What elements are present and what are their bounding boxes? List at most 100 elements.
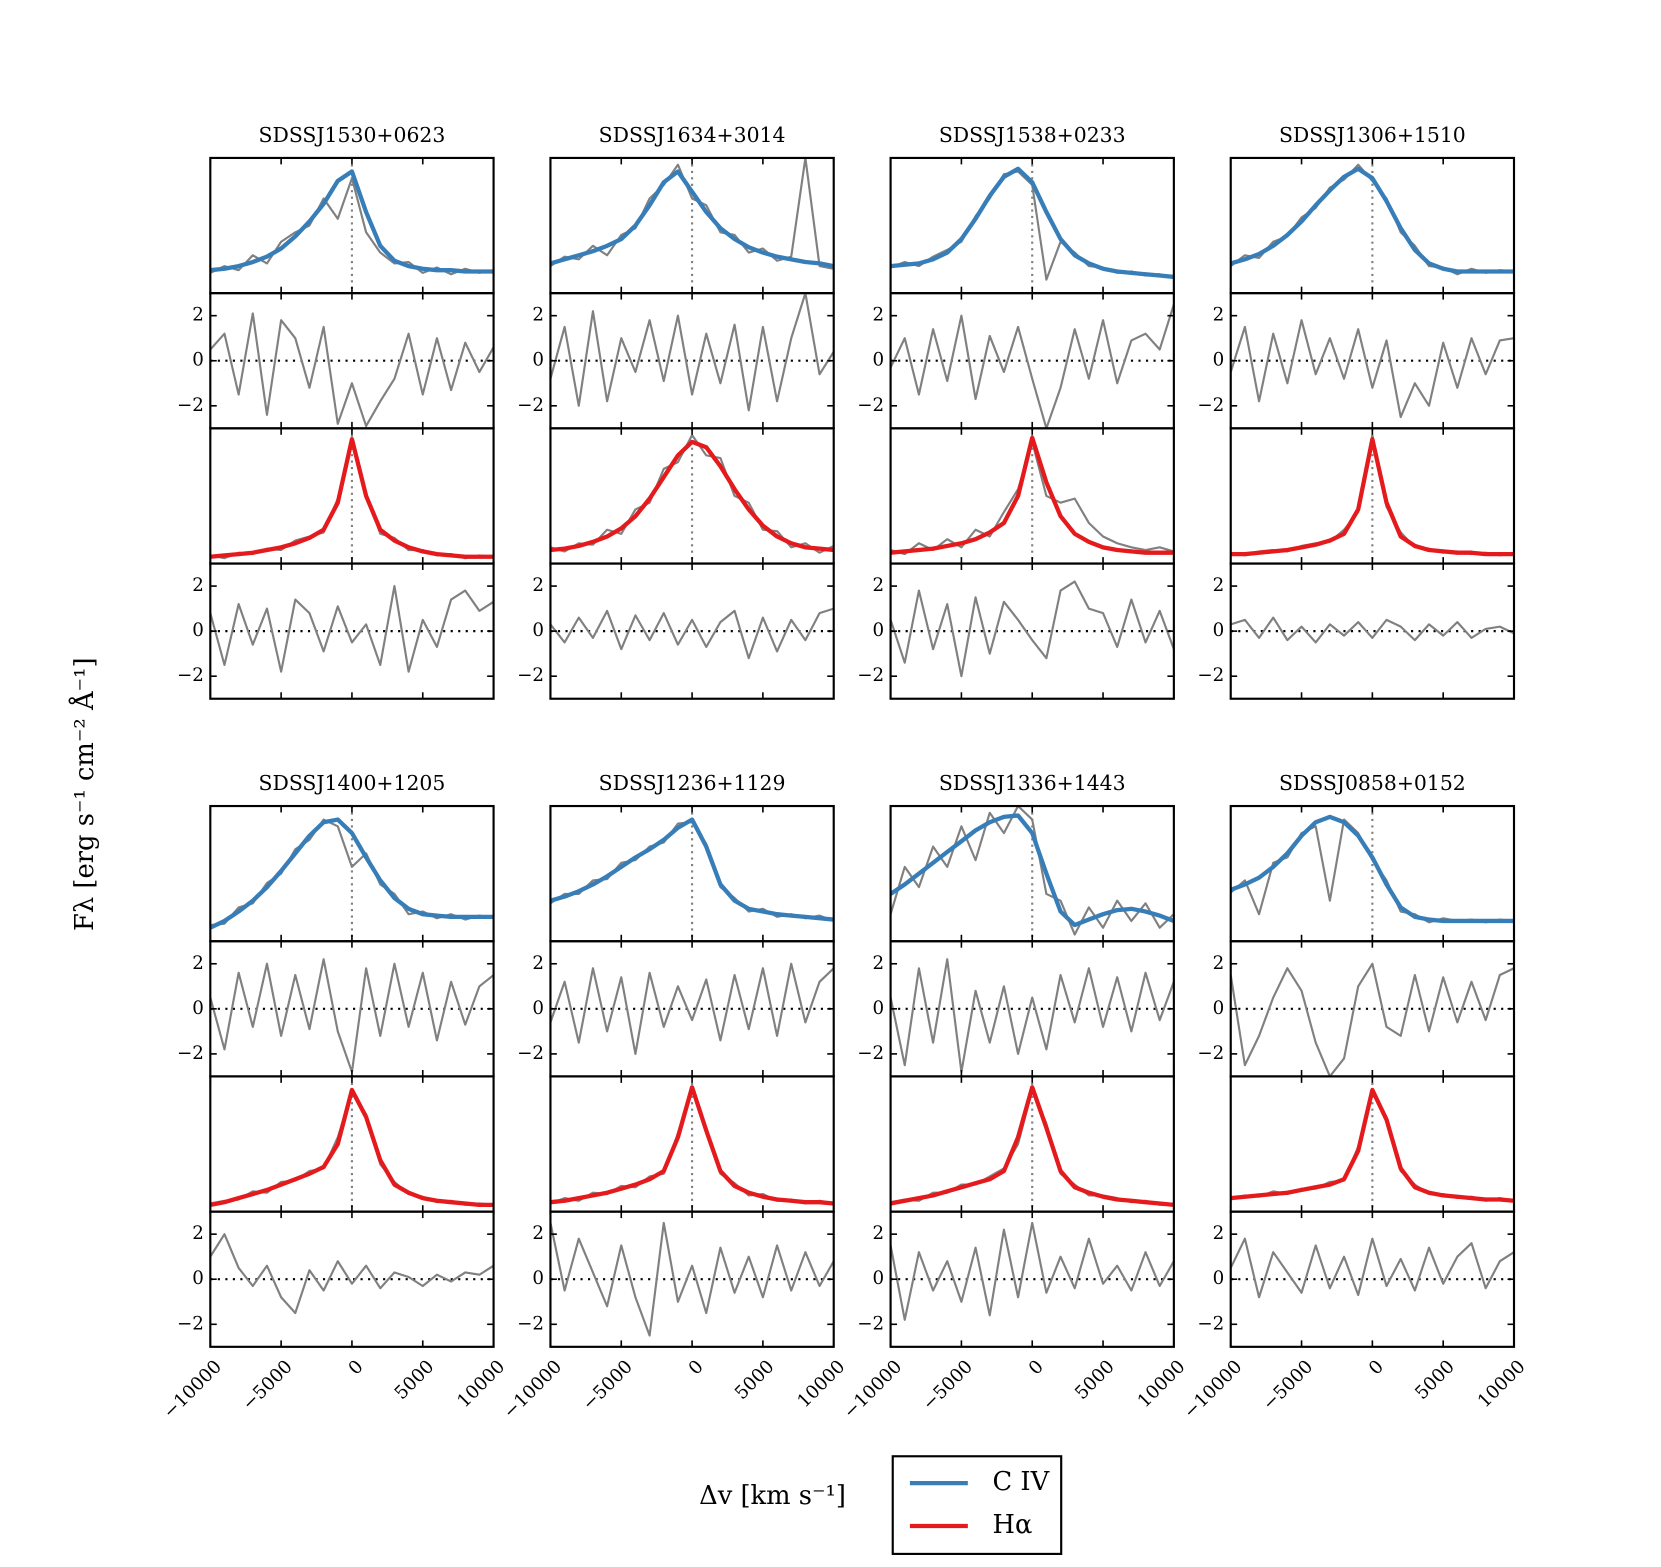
residual-line xyxy=(890,958,1174,1073)
y-tick-label: 2 xyxy=(532,305,544,326)
residual-line xyxy=(210,584,494,673)
spectrum-line xyxy=(1230,434,1514,557)
y-tick-label: 0 xyxy=(873,350,885,371)
residual-line xyxy=(890,580,1174,678)
panel xyxy=(210,312,494,428)
panel xyxy=(890,157,1174,294)
y-tick-label: 2 xyxy=(873,305,885,326)
y-tick-label: 2 xyxy=(1213,575,1225,596)
panel xyxy=(890,580,1174,678)
residual-line xyxy=(1230,962,1514,1077)
panel xyxy=(550,1076,834,1212)
panel xyxy=(210,806,494,942)
y-tick-label: 0 xyxy=(1213,620,1225,641)
y-tick-label: 2 xyxy=(1213,305,1225,326)
spectrum-line xyxy=(890,806,1174,936)
y-tick-label: 2 xyxy=(192,305,204,326)
y-tick-label: −2 xyxy=(177,1043,204,1064)
y-tick-label: 0 xyxy=(532,1268,544,1289)
y-tick-label: 0 xyxy=(532,998,544,1019)
fit-line xyxy=(210,817,494,930)
fit-line xyxy=(210,437,494,559)
panel xyxy=(1230,1237,1514,1299)
fit-line xyxy=(550,817,834,922)
residual-line xyxy=(1230,616,1514,644)
fit-line xyxy=(890,166,1174,280)
panel xyxy=(210,157,494,294)
panel xyxy=(550,293,834,412)
x-tick-label: 10000 xyxy=(794,1356,850,1412)
y-tick-label: 2 xyxy=(532,1223,544,1244)
residual-line xyxy=(210,1233,494,1315)
y-tick-label: −2 xyxy=(857,1043,884,1064)
y-tick-label: −2 xyxy=(177,665,204,686)
x-tick-label: 0 xyxy=(1025,1356,1048,1379)
fit-line xyxy=(1230,1087,1514,1203)
panel-frame xyxy=(209,1210,495,1348)
x-tick-label: −10000 xyxy=(499,1356,566,1423)
fit-line xyxy=(210,169,494,274)
y-tick-label: 0 xyxy=(1213,998,1225,1019)
fit-line xyxy=(210,1087,494,1208)
fit-line xyxy=(890,813,1174,928)
panel-title: SDSSJ1634+3014 xyxy=(599,123,786,147)
y-tick-label: 0 xyxy=(532,620,544,641)
y-tick-label: −2 xyxy=(1197,1043,1224,1064)
y-tick-label: −2 xyxy=(857,395,884,416)
x-tick-label: 0 xyxy=(345,1356,368,1379)
panel xyxy=(1230,428,1514,564)
panel xyxy=(210,1076,494,1212)
fit-line xyxy=(550,1085,834,1206)
panel xyxy=(210,584,494,673)
panel xyxy=(890,1076,1174,1212)
x-tick-label: −10000 xyxy=(1180,1356,1247,1423)
y-tick-label: 0 xyxy=(1213,350,1225,371)
y-tick-label: 0 xyxy=(873,1268,885,1289)
panel-title: SDSSJ1530+0623 xyxy=(259,123,446,147)
y-tick-label: 2 xyxy=(192,1223,204,1244)
panel xyxy=(890,958,1174,1073)
residual-line xyxy=(890,1221,1174,1321)
y-tick-label: 2 xyxy=(873,953,885,974)
fit-line xyxy=(890,435,1174,555)
fit-line xyxy=(1230,166,1514,274)
residual-line xyxy=(550,293,834,412)
residual-line xyxy=(210,312,494,428)
panel-title: SDSSJ1538+0233 xyxy=(939,123,1126,147)
spectrum-line xyxy=(890,170,1174,281)
panel-frame xyxy=(1229,1210,1516,1348)
x-tick-label: −5000 xyxy=(919,1356,977,1414)
residual-line xyxy=(1230,1237,1514,1299)
x-tick-label: 10000 xyxy=(1474,1356,1530,1412)
y-tick-label: −2 xyxy=(1197,395,1224,416)
panel-title: SDSSJ1336+1443 xyxy=(939,771,1126,795)
panel xyxy=(1230,319,1514,419)
x-tick-label: 5000 xyxy=(391,1356,439,1404)
panel-frame xyxy=(549,1210,835,1348)
panel-title: SDSSJ1306+1510 xyxy=(1279,123,1466,147)
x-tick-label: 5000 xyxy=(1411,1356,1459,1404)
panel xyxy=(550,157,834,294)
x-tick-label: −5000 xyxy=(238,1356,296,1414)
panel-frame xyxy=(889,1210,1175,1348)
panel xyxy=(1230,962,1514,1077)
panel xyxy=(550,1221,834,1337)
y-tick-label: −2 xyxy=(177,395,204,416)
panel-frame xyxy=(209,562,495,700)
panel xyxy=(1230,157,1514,294)
residual-line xyxy=(1230,319,1514,419)
y-tick-label: 2 xyxy=(192,575,204,596)
y-tick-label: −2 xyxy=(517,1313,544,1334)
x-tick-label: 0 xyxy=(1365,1356,1388,1379)
y-tick-label: 0 xyxy=(873,620,885,641)
y-tick-label: 0 xyxy=(1213,1268,1225,1289)
panel xyxy=(210,1233,494,1315)
y-tick-label: 0 xyxy=(532,350,544,371)
y-tick-label: −2 xyxy=(177,1313,204,1334)
x-tick-label: −5000 xyxy=(1259,1356,1317,1414)
panel-frame xyxy=(1229,562,1516,700)
fit-line xyxy=(550,439,834,553)
y-tick-label: 0 xyxy=(873,998,885,1019)
panel xyxy=(550,962,834,1055)
residual-line xyxy=(550,962,834,1055)
